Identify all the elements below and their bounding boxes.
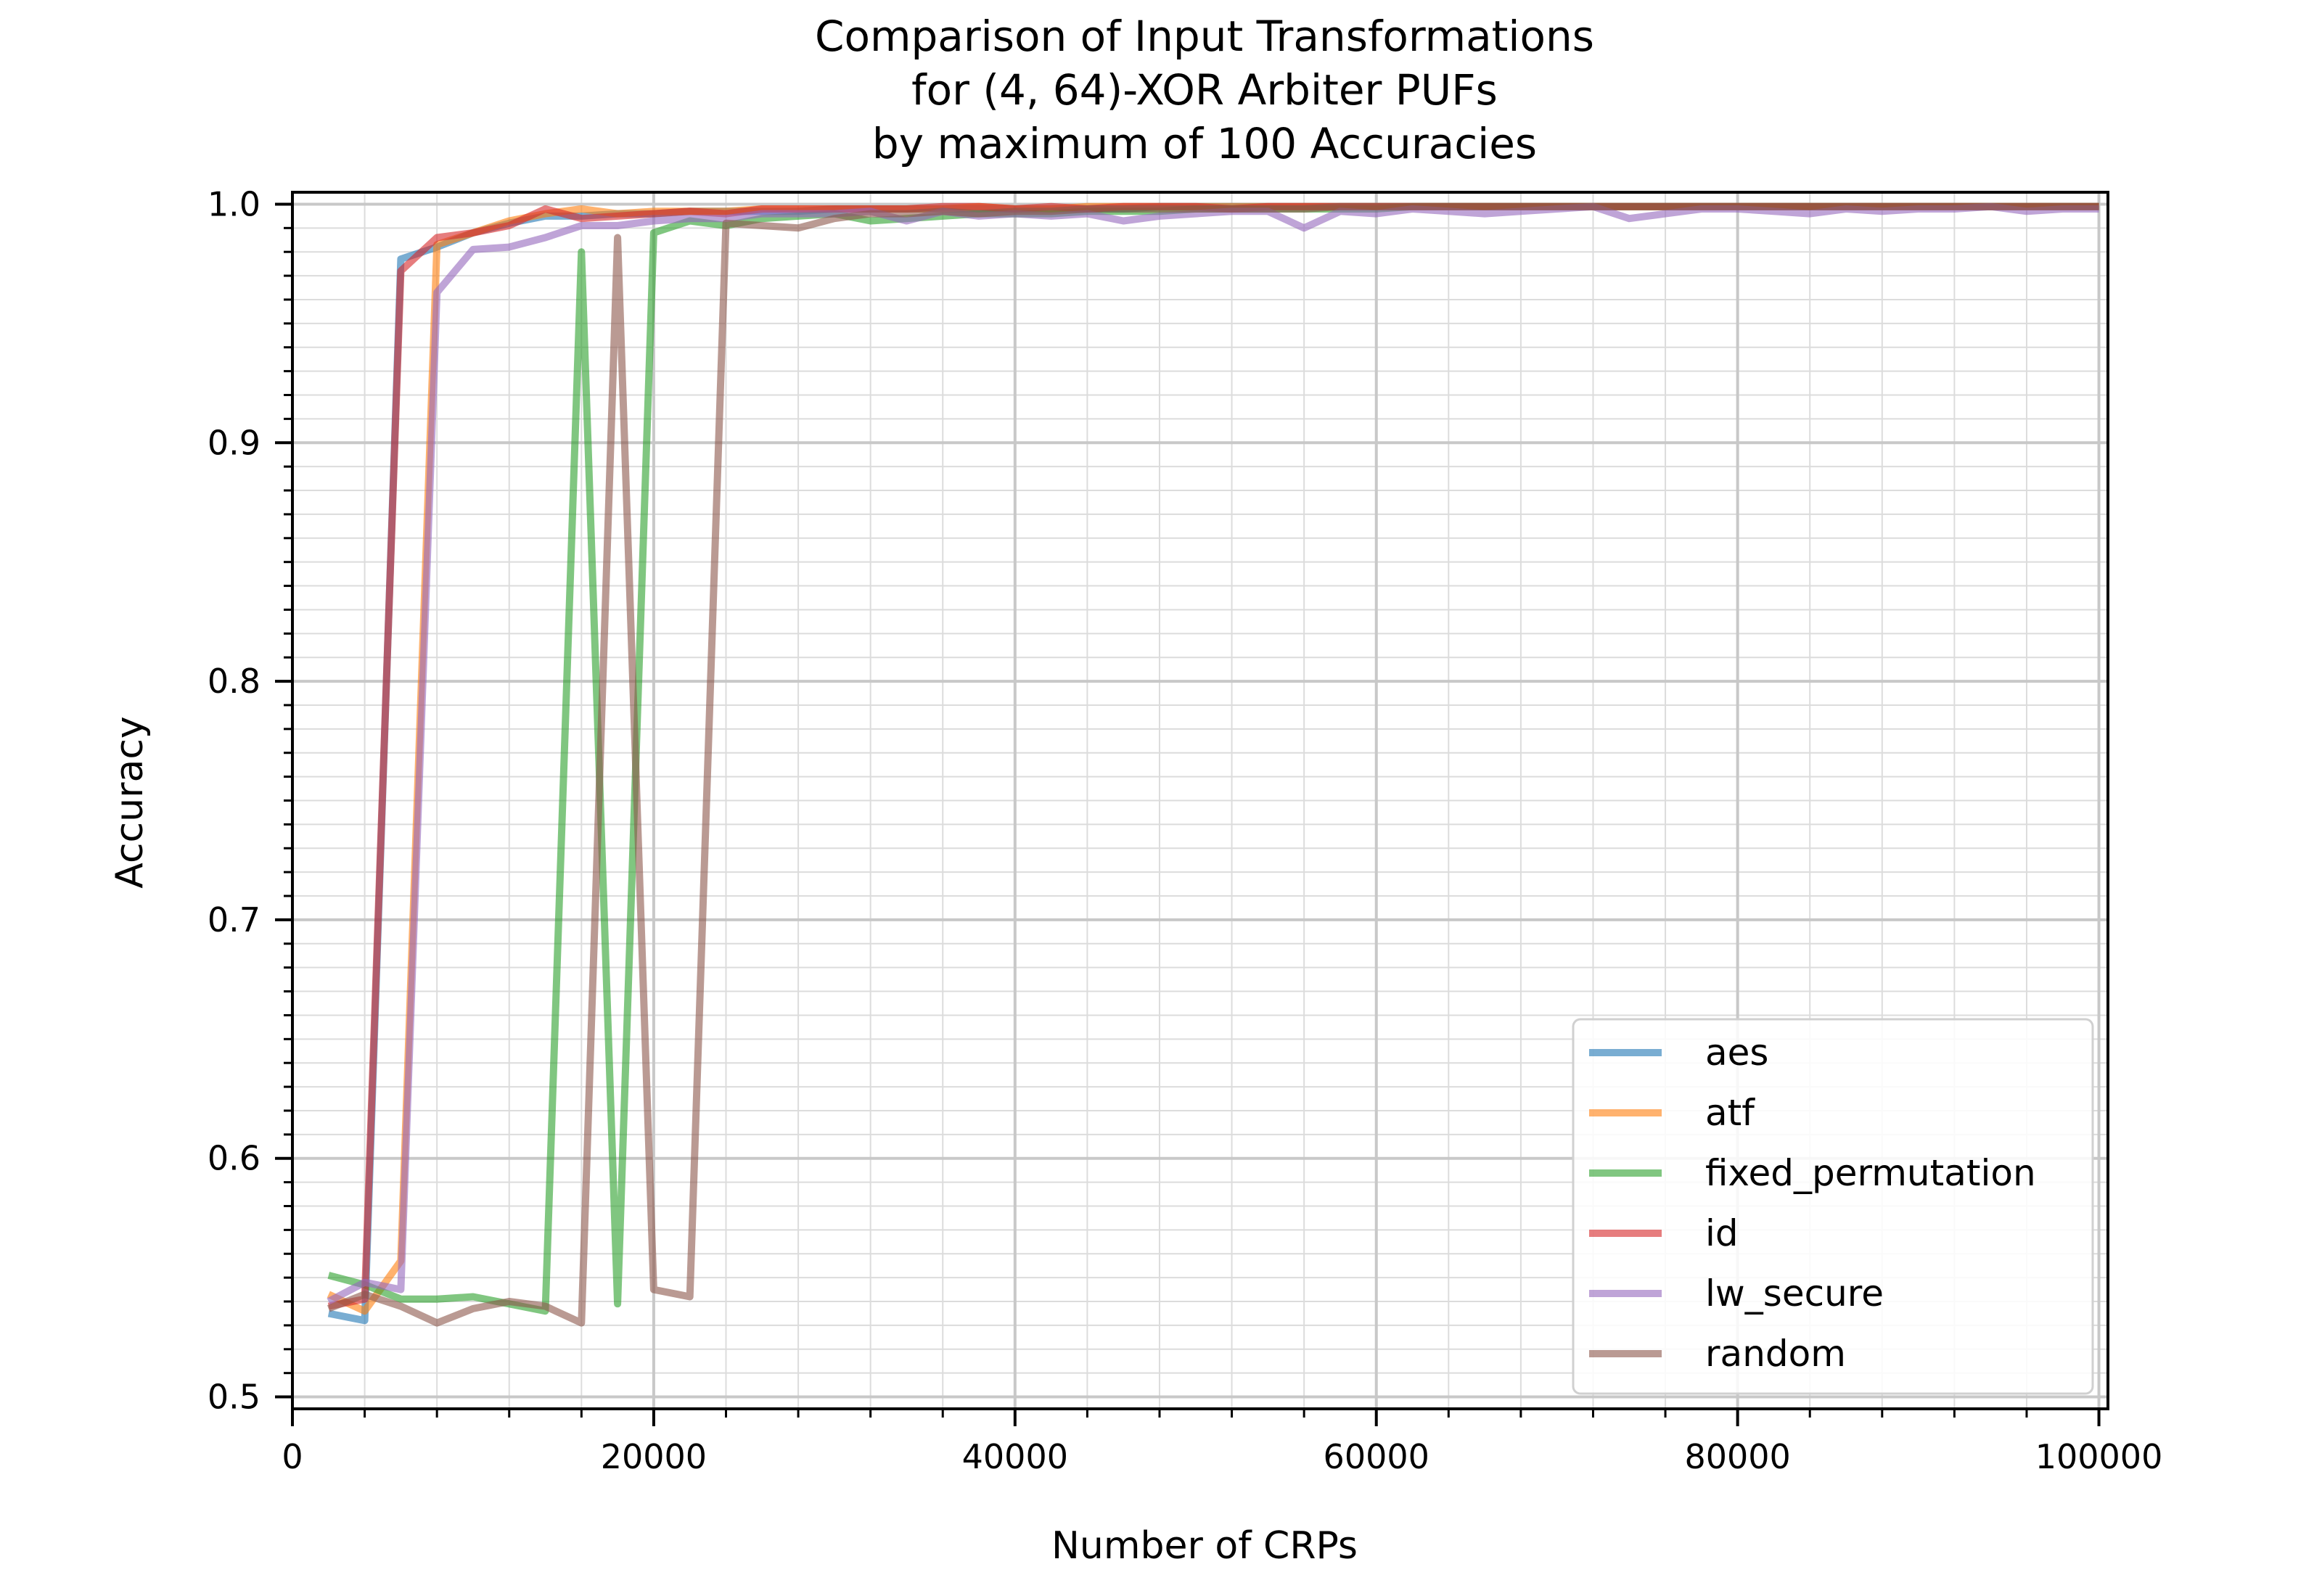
chart-title-line-3: by maximum of 100 Accuracies xyxy=(872,119,1537,168)
chart-title-line-1: Comparison of Input Transformations xyxy=(815,12,1594,61)
y-axis-label: Accuracy xyxy=(108,716,152,888)
y-tick-label: 0.7 xyxy=(208,900,260,939)
y-tick-label: 0.9 xyxy=(208,423,260,462)
x-tick-labels: 0 20000 40000 60000 80000 100000 xyxy=(282,1437,2162,1476)
x-tick-label: 100000 xyxy=(2035,1437,2163,1476)
legend-label-atf: atf xyxy=(1705,1092,1755,1134)
x-tick-label: 60000 xyxy=(1324,1437,1429,1476)
x-tick-label: 40000 xyxy=(962,1437,1068,1476)
y-tick-label: 0.5 xyxy=(208,1378,260,1417)
legend-label-id: id xyxy=(1705,1212,1739,1254)
legend-label-random: random xyxy=(1705,1333,1846,1375)
legend-label-aes: aes xyxy=(1705,1032,1768,1074)
y-tick-label: 0.8 xyxy=(208,662,260,701)
legend-label-lw-secure: lw_secure xyxy=(1705,1272,1884,1315)
chart-title: Comparison of Input Transformations for … xyxy=(815,12,1594,168)
y-tick-label: 0.6 xyxy=(208,1139,260,1178)
y-tick-label: 1.0 xyxy=(208,184,260,223)
legend-box xyxy=(1572,1018,2094,1395)
y-tick-labels: 0.5 0.6 0.7 0.8 0.9 1.0 xyxy=(208,184,260,1416)
series-lines xyxy=(327,202,2099,1327)
x-tick-label: 20000 xyxy=(601,1437,707,1476)
axis-ticks xyxy=(275,202,2101,1426)
x-tick-label: 0 xyxy=(282,1437,303,1476)
x-tick-label: 80000 xyxy=(1684,1437,1790,1476)
chart-title-line-2: for (4, 64)-XOR Arbiter PUFs xyxy=(911,65,1498,115)
series-line-random xyxy=(327,202,2099,1327)
legend-label-fixed-permutation: fixed_permutation xyxy=(1705,1152,2036,1194)
x-axis-label: Number of CRPs xyxy=(1051,1524,1358,1568)
